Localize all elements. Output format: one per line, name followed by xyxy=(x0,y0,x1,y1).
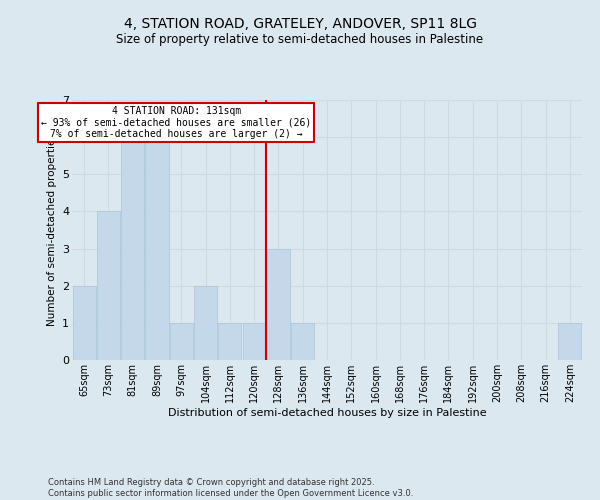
Bar xyxy=(242,323,266,360)
Bar xyxy=(97,212,120,360)
Text: 4 STATION ROAD: 131sqm
← 93% of semi-detached houses are smaller (26)
7% of semi: 4 STATION ROAD: 131sqm ← 93% of semi-det… xyxy=(41,106,311,139)
Text: Contains HM Land Registry data © Crown copyright and database right 2025.
Contai: Contains HM Land Registry data © Crown c… xyxy=(48,478,413,498)
Y-axis label: Number of semi-detached properties: Number of semi-detached properties xyxy=(47,134,56,326)
Bar xyxy=(194,286,217,360)
Bar xyxy=(145,137,169,360)
Text: 4, STATION ROAD, GRATELEY, ANDOVER, SP11 8LG: 4, STATION ROAD, GRATELEY, ANDOVER, SP11… xyxy=(124,18,476,32)
Bar xyxy=(170,323,193,360)
Bar xyxy=(218,323,241,360)
Bar xyxy=(73,286,95,360)
Text: Distribution of semi-detached houses by size in Palestine: Distribution of semi-detached houses by … xyxy=(167,408,487,418)
Bar xyxy=(291,323,314,360)
Text: Size of property relative to semi-detached houses in Palestine: Size of property relative to semi-detach… xyxy=(116,32,484,46)
Bar xyxy=(267,248,290,360)
Bar xyxy=(121,137,144,360)
Bar xyxy=(559,323,581,360)
